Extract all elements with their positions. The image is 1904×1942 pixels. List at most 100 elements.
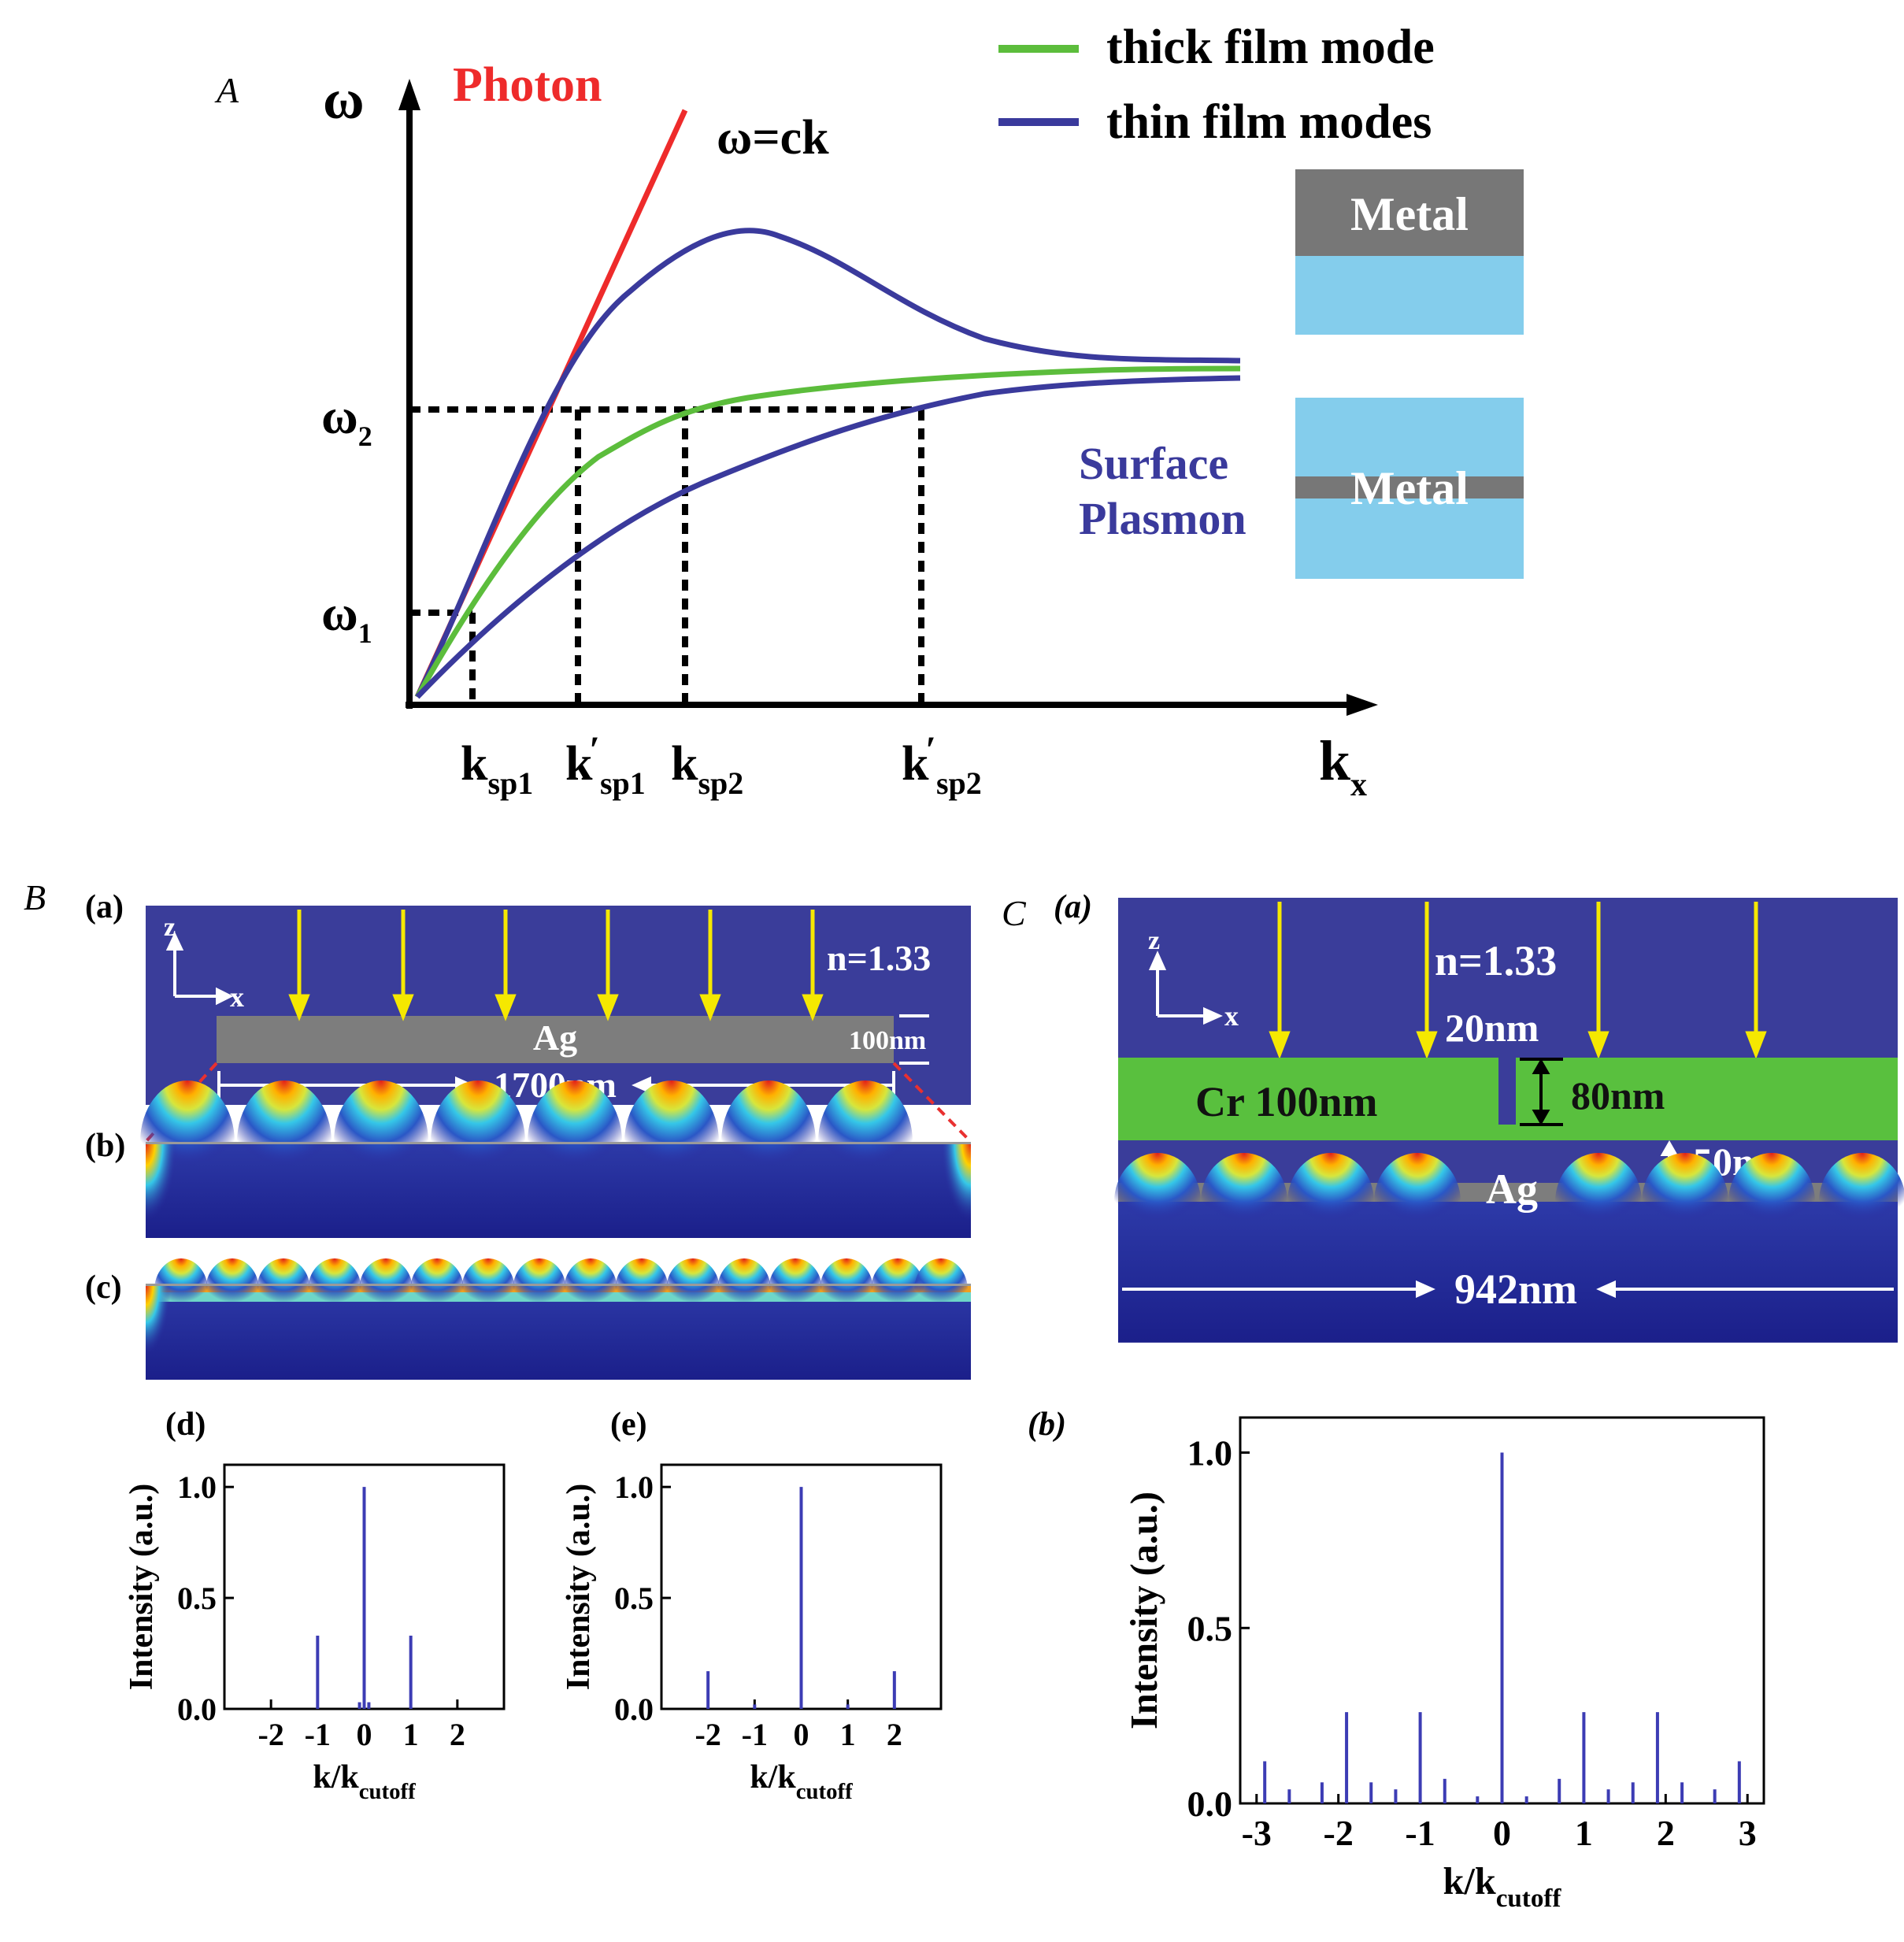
panel-label-b: B bbox=[24, 877, 46, 917]
c-incident-arrows bbox=[1269, 902, 1767, 1059]
b-zoom-line-right bbox=[892, 1062, 972, 1143]
panel-label-c: C bbox=[1002, 893, 1027, 933]
omega-axis-label: ω bbox=[323, 68, 365, 131]
c-period-label: 942nm bbox=[1454, 1266, 1577, 1313]
b-axes-glyph bbox=[165, 932, 234, 1006]
b-ag-label: Ag bbox=[533, 1017, 577, 1058]
panel-label-a: A bbox=[214, 70, 239, 110]
b-sim-domain bbox=[146, 906, 971, 1105]
y-axis-label: Intensity (a.u.) bbox=[1124, 1492, 1165, 1729]
c-slot-dimension bbox=[1520, 1058, 1563, 1126]
y-tick-label: 0.5 bbox=[177, 1581, 217, 1616]
b-incident-arrows bbox=[288, 910, 824, 1021]
b-ag-film bbox=[217, 1016, 894, 1063]
kx-axis-label: kx bbox=[1319, 729, 1367, 803]
metal-layer-thick bbox=[1295, 169, 1524, 256]
omega1-label: ω1 bbox=[321, 585, 372, 649]
ksp2-prime-label: k′sp2 bbox=[902, 729, 982, 801]
omega-ck-label: ω=ck bbox=[717, 111, 829, 165]
thin-film-upper-mode bbox=[414, 228, 1241, 699]
x-tick-label: -2 bbox=[1324, 1813, 1354, 1853]
subpanel-e-label: (e) bbox=[610, 1406, 647, 1443]
panel-b: B (a) Ag z x n=1.33 100nm 1 bbox=[24, 877, 972, 1804]
c-subpanel-b-label: (b) bbox=[1028, 1406, 1066, 1443]
x-tick-label: 0 bbox=[1493, 1813, 1511, 1853]
x-tick-label: 2 bbox=[450, 1717, 465, 1752]
b-thickness-label: 100nm bbox=[849, 1026, 926, 1055]
ksp1-prime-label: k′sp1 bbox=[565, 729, 646, 801]
x-tick-label: -2 bbox=[258, 1717, 284, 1752]
legend: thick film mode thin film modes bbox=[998, 20, 1435, 149]
x-tick-label: -1 bbox=[1405, 1813, 1435, 1853]
c-x-label: x bbox=[1224, 1000, 1239, 1032]
plasmon-label: Plasmon bbox=[1079, 493, 1246, 544]
c-period-arrow bbox=[1122, 1280, 1894, 1299]
legend-thin-label: thin film modes bbox=[1106, 95, 1432, 149]
x-axis-label: k/kcutoff bbox=[313, 1759, 416, 1804]
y-tick-label: 0.5 bbox=[614, 1581, 654, 1616]
c-gap-label: 20nm bbox=[1445, 1006, 1539, 1050]
y-tick-label: 0.5 bbox=[1187, 1608, 1233, 1648]
subpanel-b-label: (b) bbox=[85, 1128, 125, 1164]
y-axis-label: Intensity (a.u.) bbox=[124, 1484, 160, 1691]
x-tick-label: 3 bbox=[1739, 1813, 1757, 1853]
ksp1-label: ksp1 bbox=[461, 737, 533, 801]
metal-layer-thin bbox=[1295, 476, 1524, 498]
b-x-label: x bbox=[230, 981, 244, 1013]
y-tick-label: 1.0 bbox=[177, 1469, 217, 1505]
c-ag-label: Ag bbox=[1486, 1166, 1538, 1213]
x-tick-label: 1 bbox=[403, 1717, 419, 1752]
b-field-map-c bbox=[146, 1258, 971, 1380]
x-tick-label: 1 bbox=[840, 1717, 856, 1752]
panel-c: C (a) z x n=1.33 20nm Cr 100nm bbox=[1002, 889, 1904, 1913]
chart-b-d: 0.0 0.5 1.0 -2 -1 0 1 2 Intensity (a.u.) k/kcutof… bbox=[124, 1463, 506, 1804]
x-tick-label: 2 bbox=[887, 1717, 902, 1752]
thin-film-schematic: Metal bbox=[1295, 398, 1524, 579]
x-axis-label: k/kcutoff bbox=[750, 1759, 853, 1804]
legend-thick-label: thick film mode bbox=[1106, 20, 1435, 74]
dielectric-layer-thick bbox=[1295, 256, 1524, 335]
x-tick-label: -2 bbox=[695, 1717, 721, 1752]
x-tick-label: -1 bbox=[742, 1717, 768, 1752]
x-tick-label: -1 bbox=[305, 1717, 331, 1752]
c-subpanel-a-label: (a) bbox=[1054, 889, 1092, 925]
photon-label: Photon bbox=[453, 58, 602, 112]
ksp2-label: ksp2 bbox=[671, 737, 743, 801]
panel-a: A ω kx Photon ω=ck ω2 ω1 ksp1 k′sp1 bbox=[214, 20, 1524, 803]
subpanel-d-label: (d) bbox=[165, 1406, 206, 1443]
c-index-label: n=1.33 bbox=[1435, 937, 1557, 984]
metal-label-thin: Metal bbox=[1350, 462, 1469, 514]
x-tick-label: 1 bbox=[1575, 1813, 1593, 1853]
b-z-label: z bbox=[164, 913, 176, 942]
x-axis-label: k/kcutoff bbox=[1443, 1861, 1562, 1913]
k-tick-labels: ksp1 k′sp1 ksp2 k′sp2 bbox=[461, 729, 982, 801]
x-tick-label: 0 bbox=[794, 1717, 809, 1752]
chart-c-b: 0.0 0.5 1.0 -3 -2 -1 0 1 2 3 Intensity (a.u.) k/kcu… bbox=[1124, 1416, 1765, 1913]
thick-film-mode bbox=[414, 365, 1241, 699]
c-axes-glyph bbox=[1148, 951, 1223, 1025]
y-tick-label: 1.0 bbox=[1187, 1433, 1233, 1473]
dashed-guides bbox=[409, 406, 924, 705]
thin-film-lower-mode bbox=[415, 375, 1241, 699]
metal-label-thick: Metal bbox=[1350, 188, 1469, 240]
subpanel-a-label: (a) bbox=[85, 889, 124, 925]
y-tick-label: 0.0 bbox=[1187, 1784, 1233, 1824]
omega-axis-arrowhead bbox=[398, 79, 420, 110]
y-axis-label: Intensity (a.u.) bbox=[561, 1484, 597, 1691]
b-field-map-b bbox=[140, 1080, 971, 1238]
y-tick-label: 0.0 bbox=[177, 1692, 217, 1727]
thick-film-schematic: Metal bbox=[1295, 169, 1524, 335]
kx-axis-arrowhead bbox=[1347, 694, 1378, 716]
surface-label: Surface bbox=[1079, 438, 1228, 489]
x-tick-label: -3 bbox=[1242, 1813, 1272, 1853]
subpanel-c-label: (c) bbox=[85, 1269, 122, 1306]
c-cr-layer bbox=[1118, 1058, 1898, 1140]
x-tick-label: 2 bbox=[1657, 1813, 1675, 1853]
x-tick-label: 0 bbox=[357, 1717, 372, 1752]
omega2-label: ω2 bbox=[321, 388, 372, 452]
y-tick-label: 0.0 bbox=[614, 1692, 654, 1727]
c-field-map bbox=[1114, 1153, 1904, 1342]
c-cr-label: Cr 100nm bbox=[1195, 1078, 1378, 1125]
chart-b-e: 0.0 0.5 1.0 -2 -1 0 1 2 Intensity (a.u.) k/kcutof… bbox=[561, 1463, 943, 1804]
